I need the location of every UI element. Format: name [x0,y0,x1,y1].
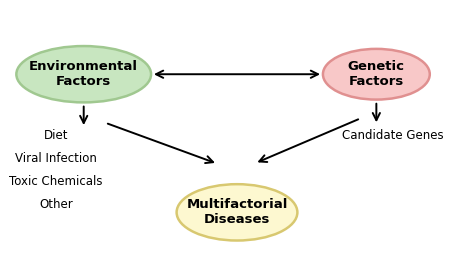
Ellipse shape [177,184,297,241]
Text: Genetic
Factors: Genetic Factors [348,60,405,88]
Text: Environmental
Factors: Environmental Factors [29,60,138,88]
Text: Candidate Genes: Candidate Genes [342,129,443,142]
Text: Other: Other [39,198,73,211]
Ellipse shape [323,49,430,100]
Text: Diet: Diet [44,129,68,142]
Ellipse shape [17,46,151,102]
Text: Multifactorial
Diseases: Multifactorial Diseases [186,198,288,226]
Text: Toxic Chemicals: Toxic Chemicals [9,175,102,188]
Text: Viral Infection: Viral Infection [15,152,97,165]
